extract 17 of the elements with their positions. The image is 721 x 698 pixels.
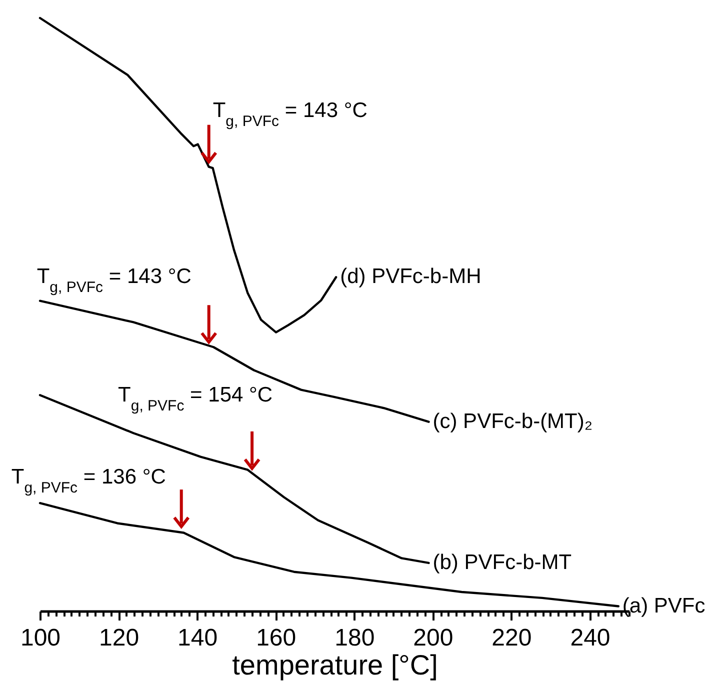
series-label: (a) PVFc bbox=[622, 594, 706, 618]
series-label: (c) PVFc-b-(MT)₂ bbox=[432, 410, 593, 433]
annotation: T$_{g, PVFc}$ = 136 °C bbox=[11, 466, 166, 496]
x-tick-label: 160 bbox=[256, 624, 296, 652]
x-tick-label: 240 bbox=[570, 624, 610, 652]
annotation: T$_{g, PVFc}$ = 143 °C bbox=[36, 265, 192, 296]
series-label: (d) PVFc-b-MH bbox=[340, 265, 482, 288]
series-label: (b) PVFc-b-MT bbox=[432, 550, 572, 574]
annotation: T$_{g, PVFc}$ = 154 °C bbox=[118, 383, 273, 414]
x-tick-label: 200 bbox=[413, 624, 454, 652]
x-tick-label: 140 bbox=[178, 624, 218, 652]
x-axis-title: temperature [°C] bbox=[232, 650, 438, 680]
x-tick-label: 220 bbox=[492, 624, 532, 652]
x-tick-label: 100 bbox=[20, 624, 61, 652]
x-tick-label: 180 bbox=[334, 624, 375, 652]
annotation: T$_{g, PVFc}$ = 143 °C bbox=[212, 98, 368, 130]
x-tick-label: 120 bbox=[99, 624, 140, 652]
